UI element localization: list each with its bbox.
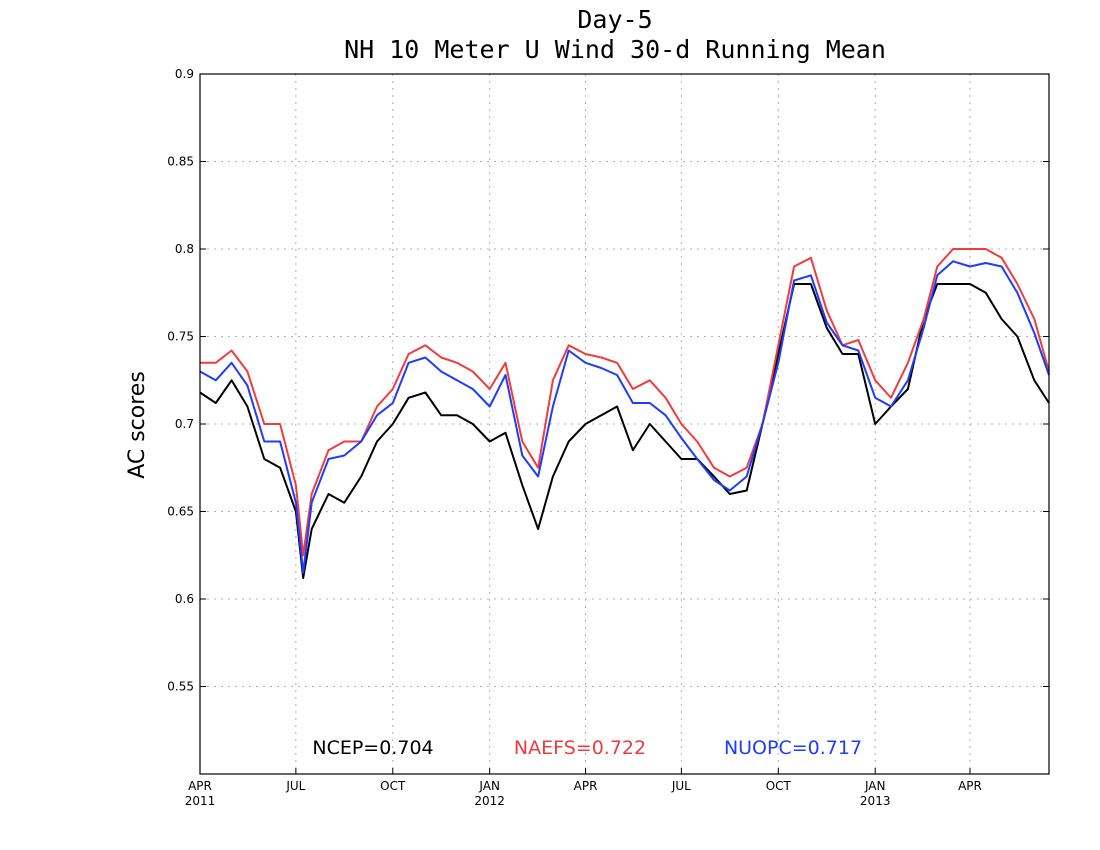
y-tick-label: 0.6	[175, 592, 194, 606]
x-tick-label: JUL	[285, 779, 305, 793]
x-tick-label: OCT	[380, 779, 406, 793]
x-tick-label: JUL	[671, 779, 691, 793]
series-layer	[199, 248, 1050, 579]
x-tick-label: JAN	[478, 779, 500, 793]
x-tick-year-label: 2011	[185, 794, 216, 808]
y-tick-label: 0.65	[167, 505, 194, 519]
legend-entry: NCEP=0.704	[312, 737, 433, 759]
legend-entry: NAEFS=0.722	[514, 737, 646, 759]
y-axis: 0.55 0.6 0.65 0.7 0.75 0.8 0.85 0.9	[167, 67, 1049, 694]
y-tick-label: 0.7	[175, 417, 194, 431]
grid	[200, 73, 1049, 774]
legend-entry: NUOPC=0.717	[724, 737, 862, 759]
series-line-2	[199, 260, 1050, 574]
y-tick-label: 0.8	[175, 242, 194, 256]
x-tick-label: JAN	[864, 779, 886, 793]
x-tick-label: APR	[188, 779, 212, 793]
y-axis-label: AC scores	[125, 371, 150, 479]
x-tick-label: OCT	[766, 779, 792, 793]
y-tick-label: 0.9	[175, 67, 194, 81]
x-tick-label: APR	[958, 779, 982, 793]
legend: NCEP=0.704 NAEFS=0.722 NUOPC=0.717	[312, 737, 862, 759]
chart-title-line1: Day-5	[577, 5, 652, 34]
x-tick-year-label: 2013	[860, 794, 891, 808]
y-tick-label: 0.55	[167, 680, 194, 694]
series-line-0	[199, 283, 1050, 579]
series-line-1	[200, 248, 1050, 557]
y-tick-label: 0.75	[167, 330, 194, 344]
x-tick-label: APR	[574, 779, 598, 793]
x-tick-year-label: 2012	[474, 794, 505, 808]
chart-title-line2: NH 10 Meter U Wind 30-d Running Mean	[344, 35, 886, 64]
y-tick-label: 0.85	[167, 155, 194, 169]
